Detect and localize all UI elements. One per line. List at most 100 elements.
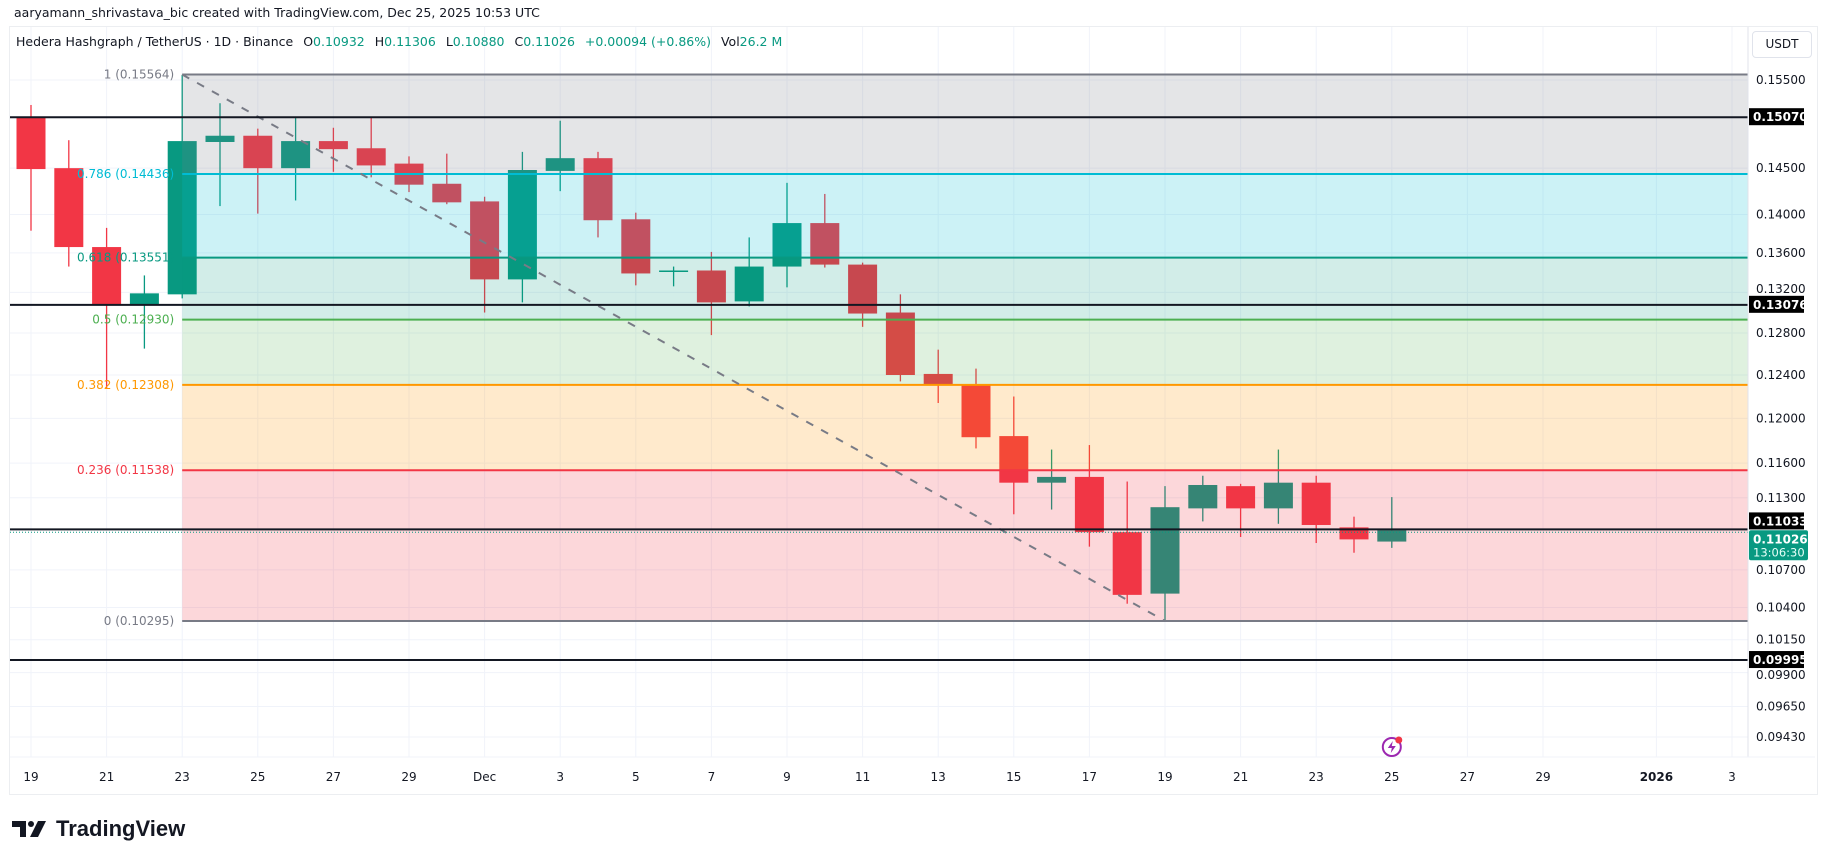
candle xyxy=(659,266,689,287)
price-tick-label: 0.13600 xyxy=(1756,246,1806,260)
candle-body xyxy=(507,169,537,280)
chart-credit: aaryamann_shrivastava_bic created with T… xyxy=(14,5,540,20)
candle xyxy=(1150,486,1180,621)
candle-body xyxy=(1188,484,1218,509)
time-tick-label: 2026 xyxy=(1640,770,1673,784)
candle-body xyxy=(16,117,46,170)
time-tick-label: 25 xyxy=(1384,770,1399,784)
candle xyxy=(318,127,348,172)
price-tick-label: 0.12400 xyxy=(1756,368,1806,382)
time-tick-label: 25 xyxy=(250,770,265,784)
economic-event-icon[interactable] xyxy=(1381,736,1403,757)
candle xyxy=(1074,445,1104,547)
fib-level-label: 0.236 (0.11538) xyxy=(77,463,174,477)
candle xyxy=(54,140,84,267)
time-tick-label: 23 xyxy=(175,770,190,784)
tradingview-logo-text: TradingView xyxy=(56,816,186,841)
candle xyxy=(1226,483,1256,537)
tradingview-logo-icon xyxy=(12,821,46,837)
horizontal-level-price-badge xyxy=(1749,651,1804,669)
candle-body xyxy=(167,141,197,295)
candle-body xyxy=(205,135,235,142)
price-tick-label: 0.11600 xyxy=(1756,456,1806,470)
time-tick-label: 13 xyxy=(931,770,946,784)
time-tick-label: Dec xyxy=(473,770,496,784)
time-tick-label: 3 xyxy=(556,770,564,784)
candle-body xyxy=(1074,476,1104,533)
fib-zone-fill xyxy=(182,174,1749,258)
fib-zone-fill xyxy=(182,384,1749,471)
time-tick-label: 27 xyxy=(326,770,341,784)
candle-body xyxy=(470,201,500,280)
close-value: 0.11026 xyxy=(523,34,575,49)
last-price-badge xyxy=(1749,530,1808,561)
fib-level-label: 1 (0.15564) xyxy=(104,68,174,82)
time-tick-label: 9 xyxy=(783,770,791,784)
candle-body xyxy=(961,384,991,438)
candle xyxy=(772,182,802,288)
time-tick-label: 17 xyxy=(1082,770,1097,784)
price-tick-label: 0.13200 xyxy=(1756,282,1806,296)
volume-label: Vol xyxy=(720,34,740,49)
low-value: 0.10880 xyxy=(452,34,505,49)
open-value: 0.10932 xyxy=(313,34,365,49)
price-tick-label: 0.09900 xyxy=(1756,668,1806,682)
horizontal-level-price-badge xyxy=(1749,512,1804,530)
candle-body xyxy=(621,219,651,274)
candle-body xyxy=(659,270,689,272)
chart-panel[interactable] xyxy=(9,26,1818,795)
candle xyxy=(205,103,235,207)
time-tick-label: 3 xyxy=(1728,770,1736,784)
candle xyxy=(243,128,273,214)
price-tick-label: 0.09430 xyxy=(1756,730,1806,744)
change-value: +0.00094 (+0.86%) xyxy=(584,34,711,49)
low-label: L xyxy=(445,34,453,49)
candle xyxy=(1301,475,1331,544)
candle xyxy=(129,275,159,349)
candle-body xyxy=(54,168,84,248)
horizontal-level-price-badge xyxy=(1749,108,1804,126)
candle xyxy=(1188,475,1218,522)
candle-body xyxy=(999,436,1029,483)
candle xyxy=(621,212,651,286)
time-tick-label: 15 xyxy=(1006,770,1021,784)
candle xyxy=(470,196,500,313)
price-tick-label: 0.12000 xyxy=(1756,411,1806,425)
candle-body xyxy=(243,135,273,169)
currency-button[interactable]: USDT xyxy=(1752,31,1812,58)
tradingview-logo[interactable]: TradingView xyxy=(12,816,185,842)
symbol-title[interactable]: Hedera Hashgraph / TetherUS · 1D · Binan… xyxy=(16,34,294,49)
candle xyxy=(1037,449,1067,510)
time-tick-label: 5 xyxy=(632,770,640,784)
time-tick-label: 29 xyxy=(1535,770,1550,784)
horizontal-level-price-label: 0.09995 xyxy=(1753,653,1808,667)
candle-body xyxy=(1112,532,1142,595)
horizontal-level-price-label: 0.11033 xyxy=(1753,514,1808,528)
candle xyxy=(961,368,991,449)
candle-body xyxy=(1226,486,1256,509)
fib-level-label: 0.5 (0.12930) xyxy=(92,313,174,327)
time-tick-label: 21 xyxy=(99,770,114,784)
candle-body xyxy=(583,158,613,221)
candle-body xyxy=(885,312,915,375)
candle-body xyxy=(772,223,802,267)
candle-body xyxy=(281,141,311,169)
volume-value: 26.2 M xyxy=(739,34,783,49)
high-value: 0.11306 xyxy=(384,34,436,49)
fib-level-label: 0 (0.10295) xyxy=(104,614,174,628)
candle-body xyxy=(734,266,764,302)
price-tick-label: 0.10700 xyxy=(1756,563,1806,577)
lightning-icon xyxy=(1387,741,1396,753)
candle-body xyxy=(1037,476,1067,483)
fib-level-label: 0.618 (0.13551) xyxy=(77,251,174,265)
fib-level-label: 0.382 (0.12308) xyxy=(77,378,174,392)
price-tick-label: 0.10150 xyxy=(1756,633,1806,647)
candle xyxy=(923,349,953,404)
time-tick-label: 27 xyxy=(1460,770,1475,784)
time-tick-label: 29 xyxy=(401,770,416,784)
close-label: C xyxy=(514,34,524,49)
candle xyxy=(999,396,1029,515)
candle-body xyxy=(92,247,122,305)
candle xyxy=(16,104,46,231)
